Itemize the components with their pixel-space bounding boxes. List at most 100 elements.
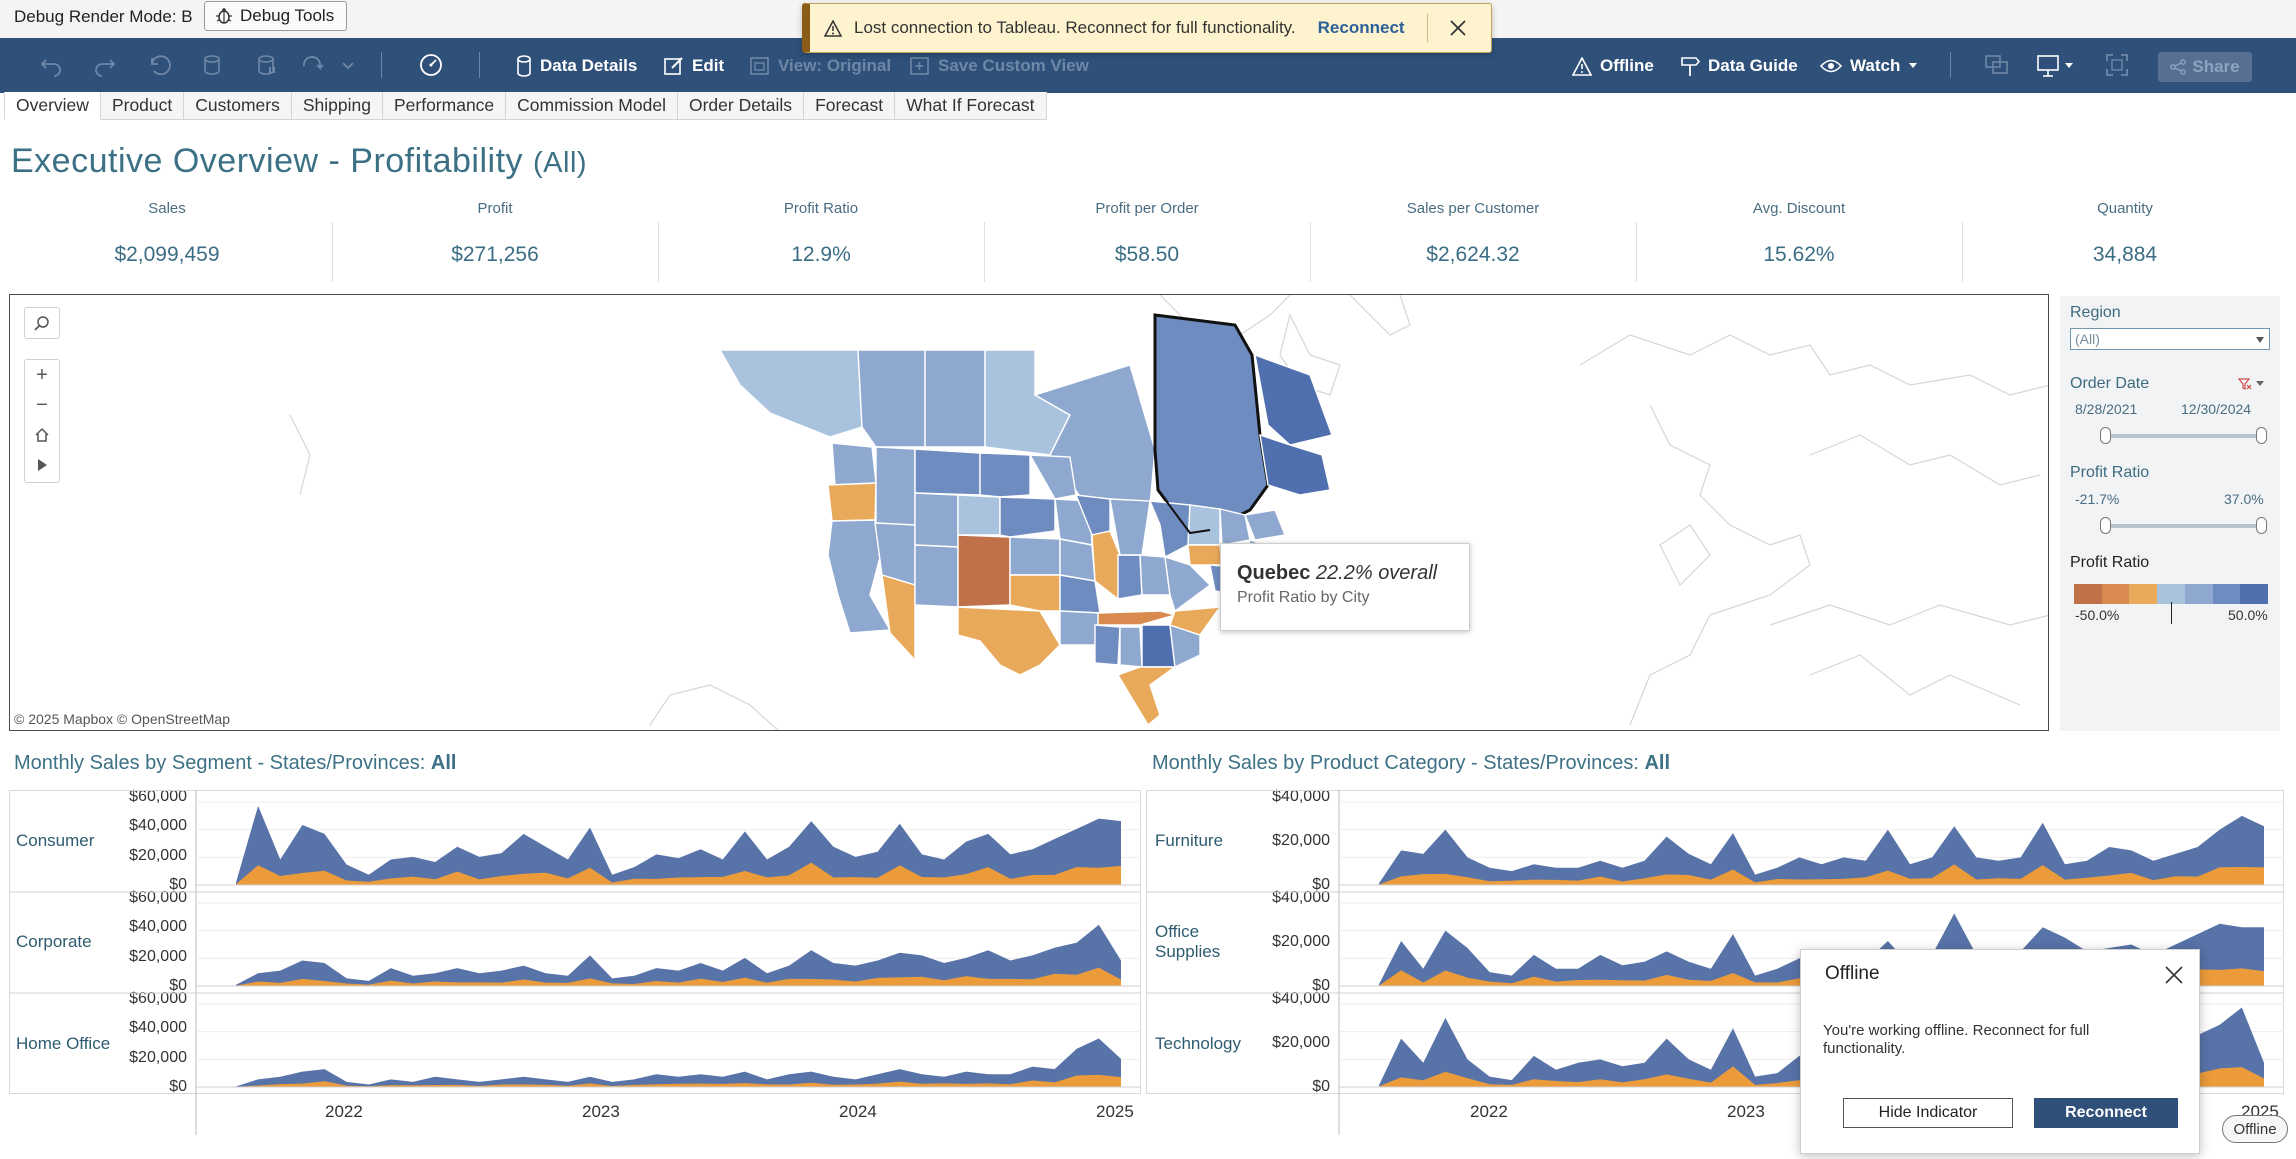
segment-chart-title-value: All	[430, 752, 457, 774]
data-guide-button[interactable]: Data Guide	[1680, 54, 1798, 78]
home-icon[interactable]	[25, 420, 59, 450]
order-date-max: 12/30/2024	[2181, 401, 2252, 417]
debug-tools-button[interactable]: Debug Tools	[204, 1, 348, 31]
kpi-sales-per-customer[interactable]: Sales per Customer $2,624.32	[1310, 196, 1636, 286]
kpi-sales[interactable]: Sales $2,099,459	[4, 196, 330, 286]
play-icon[interactable]	[25, 450, 59, 480]
tab-overview[interactable]: Overview	[4, 92, 101, 120]
tab-order-details[interactable]: Order Details	[677, 92, 805, 120]
view-original-button[interactable]: View: Original	[750, 54, 891, 78]
page-title-text: Executive Overview - Profitability	[11, 142, 524, 180]
tooltip-region-name: Quebec	[1237, 562, 1311, 584]
database-icon	[517, 55, 531, 77]
area-profit-layer[interactable]	[236, 967, 1121, 986]
region-select-value: (All)	[2075, 331, 2100, 347]
offline-button[interactable]: Offline	[1572, 54, 1654, 78]
chevron-down-icon[interactable]	[2064, 62, 2074, 70]
filter-clear-icon[interactable]	[2238, 378, 2266, 390]
kpi-label: Quantity	[2097, 200, 2153, 217]
area-profit-layer[interactable]	[236, 862, 1121, 885]
legend-swatch	[2074, 584, 2102, 604]
share-button[interactable]: Share	[2158, 52, 2252, 82]
map-zoom-controls: + −	[24, 359, 60, 483]
kpi-value: 34,884	[2092, 243, 2158, 266]
area-profit-layer[interactable]	[1379, 864, 2264, 885]
redo-icon[interactable]	[92, 52, 118, 78]
tab-product[interactable]: Product	[100, 92, 185, 120]
zoom-out-icon[interactable]: −	[36, 393, 48, 416]
y-tick-label: $40,000	[1272, 990, 1330, 1007]
kpi-profit[interactable]: Profit $271,256	[332, 196, 658, 286]
hide-indicator-button[interactable]: Hide Indicator	[1843, 1098, 2013, 1128]
area-series-corporate[interactable]	[236, 924, 1121, 986]
region-shapes[interactable]	[718, 313, 1333, 727]
tab-commission-model[interactable]: Commission Model	[506, 92, 678, 120]
offline-status-pill[interactable]: Offline	[2222, 1115, 2288, 1143]
order-date-min: 8/28/2021	[2075, 401, 2138, 417]
eye-icon	[1820, 59, 1842, 73]
y-tick-label: $20,000	[1272, 933, 1330, 950]
profit-map[interactable]: + − © 2025 Mapbox © OpenStreetMap	[9, 294, 2049, 731]
y-tick-label: $40,000	[1272, 889, 1330, 906]
kpi-quantity[interactable]: Quantity 34,884	[1962, 196, 2288, 286]
tab-performance[interactable]: Performance	[382, 92, 507, 120]
kpi-divider	[1636, 222, 1637, 282]
kpi-value: 12.9%	[791, 243, 851, 266]
row-label-technology: Technology	[1155, 1034, 1242, 1053]
chart-frame	[9, 790, 1141, 1094]
map-search-control[interactable]	[24, 307, 60, 339]
metrics-icon[interactable]	[418, 52, 444, 78]
refresh-data-icon[interactable]	[200, 52, 226, 78]
comments-icon[interactable]	[1984, 52, 2010, 78]
search-icon[interactable]	[25, 308, 59, 338]
data-details-button[interactable]: Data Details	[516, 54, 637, 78]
replay-icon[interactable]	[300, 52, 326, 78]
profit-ratio-slider-min-handle[interactable]	[2100, 517, 2111, 534]
y-tick-label: $0	[169, 876, 187, 893]
tab-customers[interactable]: Customers	[184, 92, 292, 120]
color-legend	[2074, 584, 2269, 604]
profit-ratio-slider-track[interactable]	[2104, 524, 2262, 528]
region-filter-title: Region	[2070, 304, 2121, 321]
kpi-profit-ratio[interactable]: Profit Ratio 12.9%	[658, 196, 984, 286]
region-select[interactable]: (All)	[2070, 328, 2270, 350]
banner-reconnect-link[interactable]: Reconnect	[1317, 18, 1405, 37]
x-tick-2025: 2025	[1096, 1102, 1134, 1121]
chevron-down-icon[interactable]	[342, 62, 354, 70]
save-custom-view-button[interactable]: Save Custom View	[910, 54, 1089, 78]
kpi-avg-discount[interactable]: Avg. Discount 15.62%	[1636, 196, 1962, 286]
map-canvas[interactable]	[10, 295, 2049, 731]
order-date-slider-max-handle[interactable]	[2256, 427, 2267, 444]
y-tick-label: $40,000	[129, 817, 187, 835]
y-tick-label: $40,000	[129, 918, 187, 936]
fullscreen-icon[interactable]	[2104, 52, 2130, 78]
close-icon[interactable]	[2165, 966, 2183, 984]
download-icon[interactable]	[2036, 52, 2062, 78]
kpi-profit-per-order[interactable]: Profit per Order $58.50	[984, 196, 1310, 286]
close-icon[interactable]	[1449, 20, 1466, 36]
segment-area-chart[interactable]	[9, 790, 1141, 1135]
tab-what-if-forecast[interactable]: What If Forecast	[895, 92, 1047, 120]
y-tick-label: $60,000	[129, 990, 187, 1007]
edit-label: Edit	[692, 56, 725, 75]
order-date-slider-track[interactable]	[2104, 434, 2262, 438]
tab-forecast[interactable]: Forecast	[804, 92, 896, 120]
kpi-value: $2,624.32	[1426, 243, 1520, 266]
chart-frame	[1146, 790, 2284, 1094]
area-profit-layer[interactable]	[236, 1074, 1121, 1087]
save-custom-view-label: Save Custom View	[938, 56, 1089, 75]
profit-ratio-slider-max-handle[interactable]	[2256, 517, 2267, 534]
tab-shipping[interactable]: Shipping	[291, 92, 383, 120]
edit-button[interactable]: Edit	[664, 54, 724, 78]
area-series-consumer[interactable]	[236, 805, 1121, 885]
undo-icon[interactable]	[38, 52, 64, 78]
revert-icon[interactable]	[146, 52, 172, 78]
reconnect-button[interactable]: Reconnect	[2034, 1098, 2178, 1128]
area-series-home-office[interactable]	[236, 1038, 1121, 1087]
pause-updates-icon[interactable]	[254, 52, 280, 78]
zoom-in-icon[interactable]: +	[36, 363, 48, 386]
order-date-slider-min-handle[interactable]	[2100, 427, 2111, 444]
watch-button[interactable]: Watch	[1820, 54, 1918, 78]
map-attribution[interactable]: © 2025 Mapbox © OpenStreetMap	[14, 711, 230, 727]
view-icon	[750, 57, 769, 75]
